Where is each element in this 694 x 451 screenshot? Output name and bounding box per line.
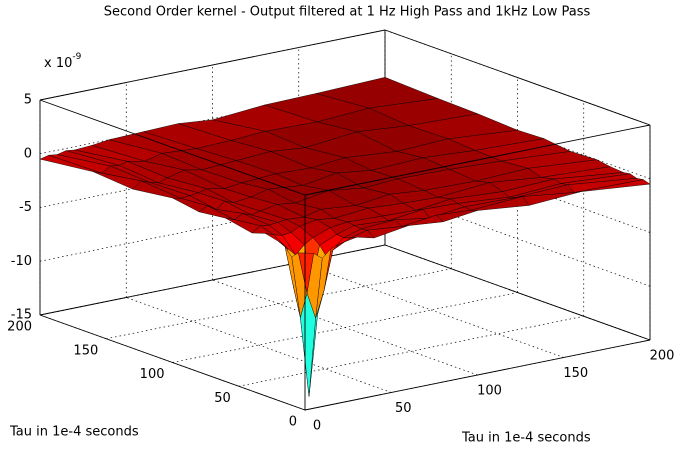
- box-edge: [39, 99, 306, 196]
- z-scale-label: x 10-9: [44, 52, 82, 71]
- z-tick-label: 0: [24, 146, 32, 161]
- box-edge: [304, 124, 651, 196]
- x-axis-label: Tau in 1e-4 seconds: [461, 431, 591, 446]
- z-tick-label: -5: [19, 200, 32, 215]
- surface-patch: [298, 252, 314, 294]
- grid-line: [238, 315, 584, 387]
- chart-title: Second Order kernel - Output filtered at…: [104, 5, 591, 20]
- x-tick-label: 100: [477, 384, 502, 399]
- z-tick-label: -10: [11, 254, 32, 269]
- box-edge: [384, 244, 651, 341]
- box-edge: [39, 29, 386, 101]
- y-tick-label: 100: [140, 367, 165, 382]
- z-scale-base: x 10: [44, 56, 72, 71]
- box-edge: [39, 244, 386, 316]
- grid-line: [126, 297, 392, 393]
- z-scale-exponent: -9: [72, 52, 81, 62]
- box-edge: [384, 29, 651, 126]
- box-edge: [39, 314, 306, 411]
- x-tick-label: 0: [313, 419, 321, 434]
- x-tick-label: 150: [563, 366, 588, 381]
- y-tick-label: 50: [214, 391, 231, 406]
- grid-line: [106, 268, 452, 340]
- x-tick-label: 50: [395, 401, 412, 416]
- y-tick-label: 200: [7, 320, 32, 335]
- y-axis-label: Tau in 1e-4 seconds: [9, 425, 139, 440]
- box-edge: [304, 339, 651, 411]
- x-tick-label: 200: [650, 349, 675, 364]
- z-tick-label: -15: [11, 308, 32, 323]
- y-tick-label: 150: [73, 343, 98, 358]
- z-tick-label: 5: [24, 93, 32, 108]
- y-tick-label: 0: [289, 415, 297, 430]
- grid-line: [172, 292, 518, 363]
- grid-line: [298, 262, 564, 358]
